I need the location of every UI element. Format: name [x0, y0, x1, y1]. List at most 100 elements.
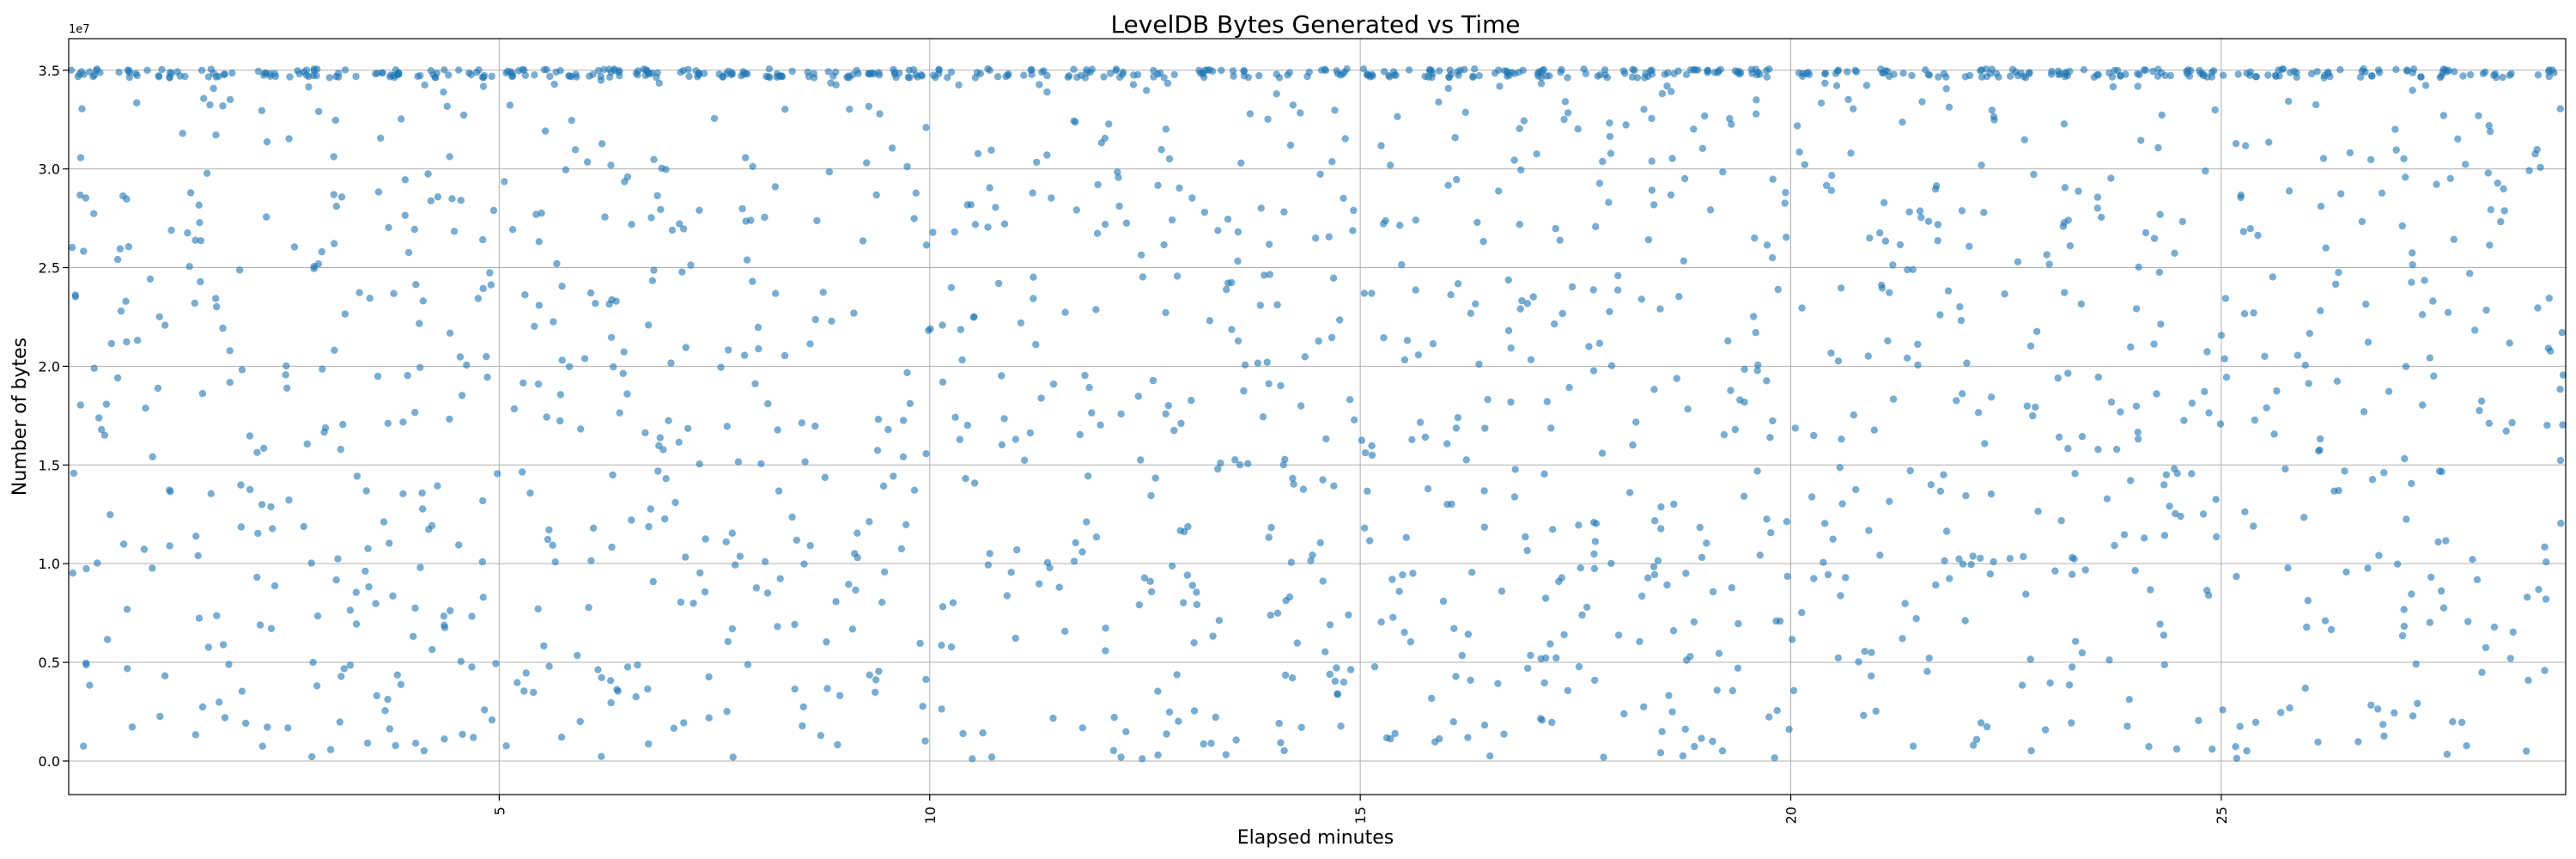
scatter-point — [1753, 110, 1760, 118]
scatter-point — [819, 289, 827, 296]
scatter-point — [1479, 237, 1487, 246]
scatter-point — [1400, 356, 1409, 364]
scatter-point — [1983, 722, 1991, 731]
scatter-point — [986, 550, 993, 557]
scatter-point — [431, 74, 440, 82]
scatter-point — [509, 72, 517, 80]
scatter-point — [682, 553, 690, 561]
scatter-point — [1518, 296, 1526, 305]
scatter-point — [2506, 339, 2513, 347]
scatter-point — [1741, 365, 1748, 374]
scatter-point — [1590, 550, 1598, 558]
scatter-point — [310, 67, 319, 75]
scatter-point — [1340, 194, 1347, 202]
scatter-point — [2064, 369, 2072, 377]
scatter-point — [131, 70, 140, 77]
scatter-point — [1904, 265, 1911, 274]
scatter-point — [1648, 66, 1656, 74]
scatter-point — [286, 73, 294, 81]
scatter-point — [1289, 474, 1297, 482]
scatter-point — [254, 67, 263, 76]
scatter-point — [695, 70, 703, 77]
scatter-point — [903, 369, 911, 376]
scatter-point — [1321, 648, 1329, 655]
scatter-point — [1115, 174, 1122, 181]
scatter-point — [1827, 349, 1835, 357]
scatter-point — [284, 724, 292, 732]
scatter-point — [1224, 279, 1232, 287]
scatter-point — [1259, 413, 1267, 421]
scatter-point — [2006, 72, 2014, 80]
scatter-point — [956, 436, 964, 443]
scatter-point — [1109, 746, 1118, 754]
scatter-point — [1658, 728, 1666, 735]
scatter-point — [1147, 491, 1155, 500]
scatter-point — [2408, 278, 2415, 286]
scatter-point — [203, 169, 211, 177]
scatter-point — [1955, 555, 1963, 563]
scatter-point — [949, 599, 957, 606]
scatter-point — [1810, 431, 1818, 440]
scatter-point — [1084, 472, 1092, 480]
scatter-point — [1043, 88, 1051, 96]
scatter-point — [1351, 416, 1358, 423]
scatter-point — [662, 166, 670, 174]
scatter-point — [620, 348, 628, 356]
scatter-point — [1763, 515, 1771, 523]
scatter-point — [117, 307, 125, 315]
scatter-point — [1838, 500, 1846, 508]
x-tick-label: 20 — [1783, 807, 1800, 824]
scatter-point — [736, 552, 744, 560]
scatter-point — [1692, 66, 1699, 74]
scatter-point — [1684, 405, 1692, 413]
scatter-point — [863, 159, 871, 167]
scatter-point — [859, 237, 867, 245]
scatter-point — [1448, 500, 1455, 509]
scatter-point — [1957, 316, 1965, 325]
scatter-point — [1607, 149, 1615, 157]
scatter-point — [1860, 711, 1868, 719]
scatter-point — [1412, 216, 1420, 224]
scatter-point — [2001, 290, 2008, 298]
scatter-point — [463, 361, 471, 369]
scatter-point — [930, 71, 938, 79]
scatter-point — [1281, 671, 1290, 679]
scatter-point — [2303, 623, 2311, 631]
scatter-point — [592, 300, 599, 308]
scatter-point — [939, 378, 947, 386]
scatter-point — [520, 687, 528, 695]
scatter-point — [1724, 337, 1732, 344]
scatter-point — [1990, 116, 1998, 124]
scatter-point — [2542, 595, 2550, 603]
scatter-point — [2046, 679, 2054, 687]
scatter-point — [2433, 180, 2440, 188]
scatter-point — [1880, 198, 1888, 207]
scatter-point — [1119, 68, 1127, 76]
scatter-point — [76, 401, 85, 409]
scatter-point — [580, 355, 589, 362]
scatter-point — [1388, 576, 1396, 583]
scatter-point — [1789, 686, 1798, 695]
scatter-point — [82, 564, 90, 573]
scatter-point — [285, 135, 293, 143]
scatter-point — [119, 540, 128, 548]
scatter-point — [1771, 754, 1778, 762]
scatter-point — [846, 106, 854, 113]
x-tick-label: 25 — [2214, 807, 2230, 824]
chart-title: LevelDB Bytes Generated vs Time — [1110, 10, 1520, 39]
scatter-point — [2486, 127, 2494, 136]
scatter-point — [125, 243, 132, 251]
scatter-point — [384, 419, 392, 427]
scatter-point — [1899, 119, 1906, 126]
scatter-point — [389, 592, 397, 600]
scatter-point — [226, 95, 234, 104]
scatter-point — [1648, 186, 1656, 194]
scatter-point — [2409, 249, 2416, 257]
scatter-point — [1558, 65, 1565, 74]
scatter-point — [1117, 410, 1125, 418]
scatter-point — [366, 295, 374, 302]
scatter-point — [1980, 209, 1988, 216]
scatter-point — [285, 496, 293, 504]
scatter-point — [1076, 430, 1084, 439]
scatter-point — [1834, 357, 1843, 365]
